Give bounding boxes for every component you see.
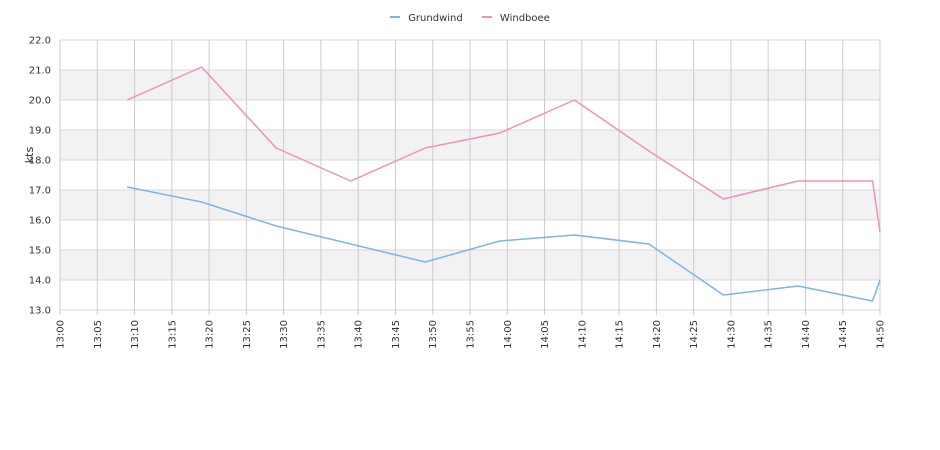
- x-tick-label: 13:30: [279, 320, 290, 349]
- y-tick-label: 13.0: [29, 306, 51, 317]
- x-tick-label: 13:35: [316, 320, 327, 349]
- x-tick-label: 14:10: [577, 320, 588, 349]
- y-tick-label: 19.0: [29, 126, 51, 137]
- y-axis-label: kts: [23, 147, 36, 164]
- x-tick-label: 14:00: [503, 320, 514, 349]
- series-line-windboee: [126, 66, 881, 233]
- grid-lines: [59, 39, 881, 315]
- y-tick-label: 16.0: [29, 216, 51, 227]
- x-tick-label: 13:20: [205, 320, 216, 349]
- x-tick-label: 13:40: [354, 320, 365, 349]
- y-tick-label: 17.0: [29, 186, 51, 197]
- x-tick-label: 13:00: [56, 320, 67, 349]
- x-tick-label: 14:35: [764, 320, 775, 349]
- x-tick-label: 13:25: [242, 320, 253, 349]
- legend-label-windboee: Windboee: [499, 13, 550, 24]
- legend-swatch-windboee: [481, 16, 492, 18]
- x-tick-label: 13:50: [428, 320, 439, 349]
- y-tick-label: 21.0: [29, 66, 51, 77]
- x-tick-label: 14:50: [876, 320, 887, 349]
- x-tick-label: 14:20: [652, 320, 663, 349]
- x-tick-label: 14:15: [615, 320, 626, 349]
- x-tick-label: 14:30: [726, 320, 737, 349]
- y-tick-label: 15.0: [29, 246, 51, 257]
- legend-item-windboee[interactable]: Windboee: [481, 13, 550, 24]
- legend-swatch-grundwind: [390, 16, 401, 18]
- x-tick-label: 13:55: [466, 320, 477, 349]
- x-axis-ticks: 13:00 13:05 13:10 13:15 13:20 13:25 13:30 13:35…: [56, 320, 887, 349]
- series-line-grundwind: [126, 186, 881, 302]
- x-tick-label: 13:45: [391, 320, 402, 349]
- y-tick-label: 22.0: [29, 36, 51, 47]
- chart-legend: Grundwind Windboee: [0, 13, 940, 24]
- legend-label-grundwind: Grundwind: [408, 13, 463, 24]
- series-lines: [126, 66, 881, 302]
- x-tick-label: 14:05: [540, 320, 551, 349]
- y-axis-ticks: 13.0 14.0 15.0 16.0 17.0 18.0 19.0 20.0 21.0 22.0: [29, 36, 51, 317]
- x-tick-label: 13:05: [93, 320, 104, 349]
- x-tick-label: 14:45: [838, 320, 849, 349]
- x-tick-label: 13:15: [167, 320, 178, 349]
- y-tick-label: 14.0: [29, 276, 51, 287]
- y-tick-label: 18.0: [29, 156, 51, 167]
- x-tick-label: 14:40: [801, 320, 812, 349]
- x-tick-label: 13:10: [130, 320, 141, 349]
- x-tick-label: 14:25: [689, 320, 700, 349]
- legend-item-grundwind[interactable]: Grundwind: [390, 13, 463, 24]
- y-tick-label: 20.0: [29, 96, 51, 107]
